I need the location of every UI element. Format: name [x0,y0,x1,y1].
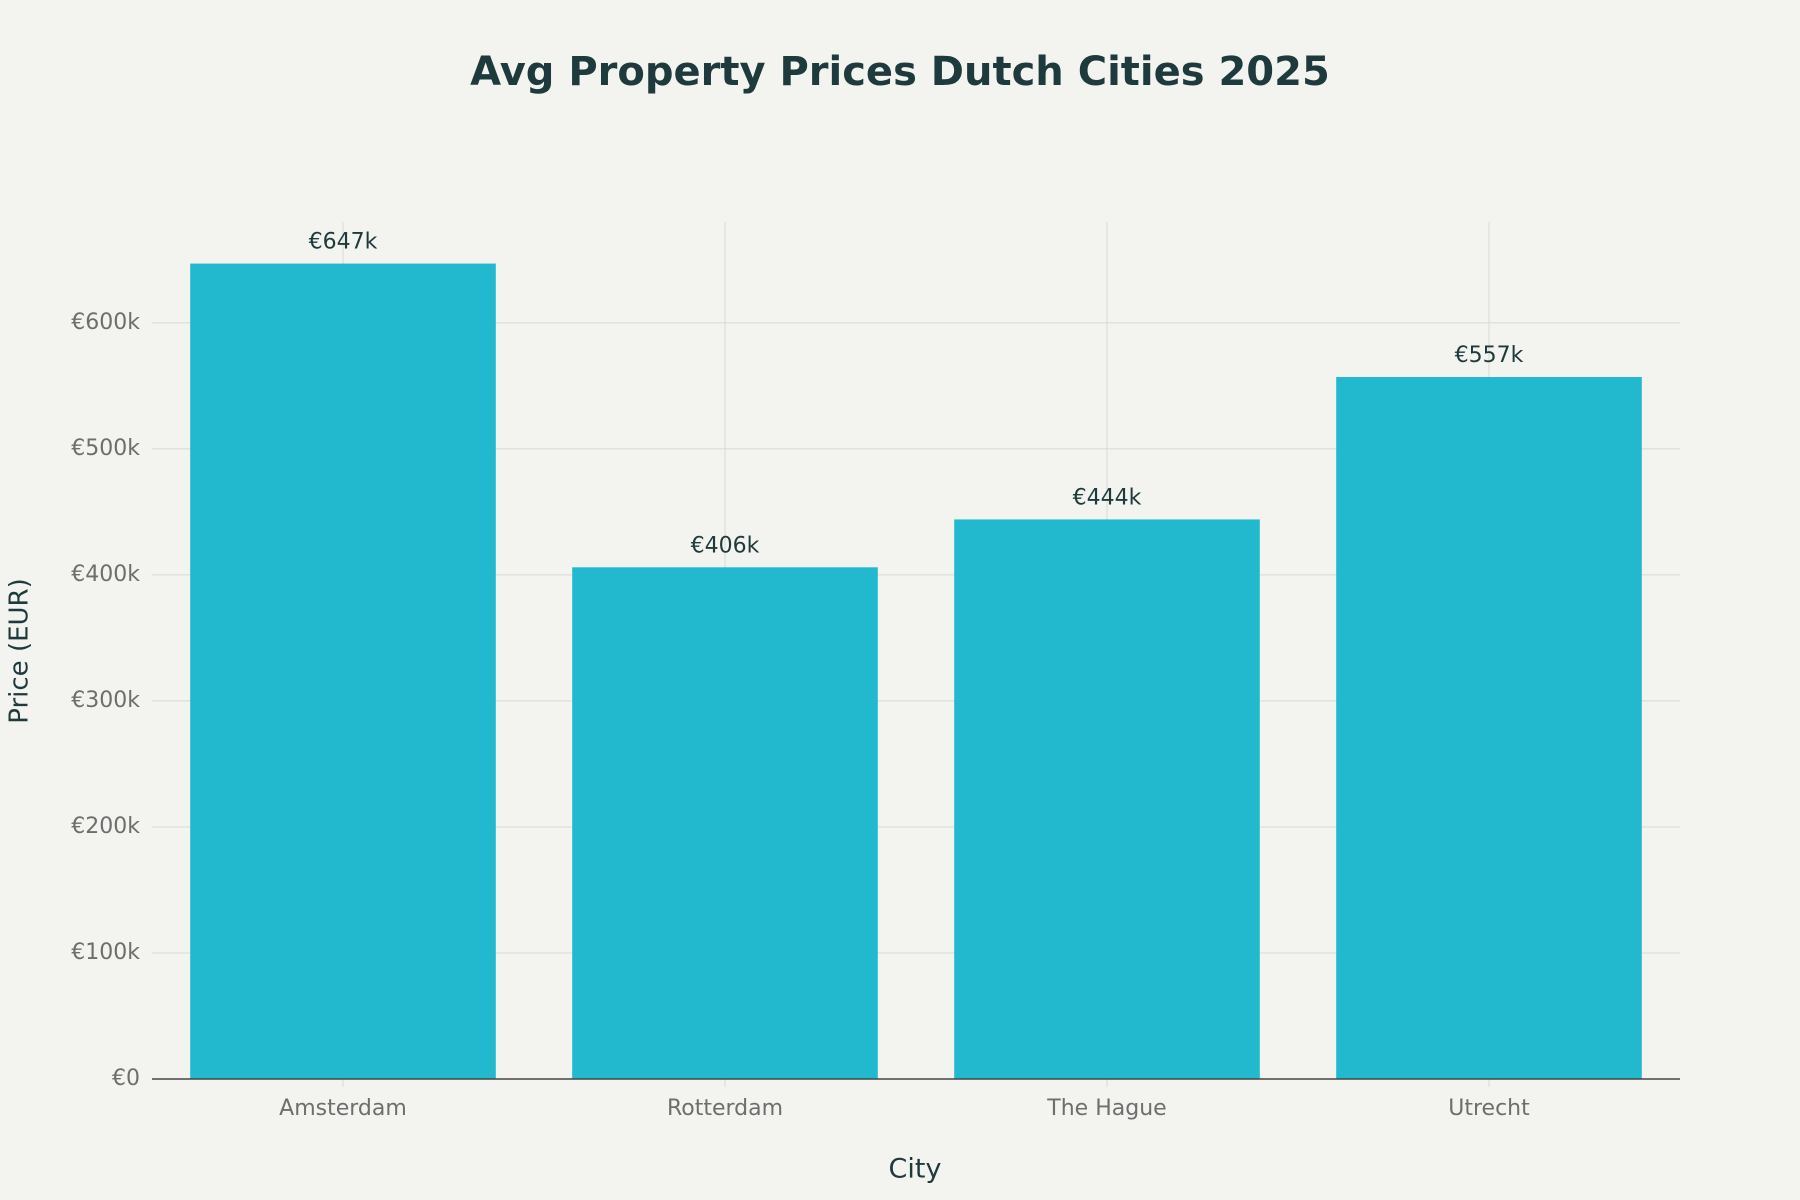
x-tick-label: Rotterdam [667,1096,783,1121]
value-label: €406k [691,533,760,558]
value-label: €444k [1073,485,1142,510]
value-label: €557k [1455,343,1524,368]
y-tick-label: €0 [112,1066,140,1091]
x-axis-title: City [889,1154,942,1185]
value-label: €647k [309,230,378,255]
bar [572,567,878,1079]
bar [1336,377,1642,1079]
chart-title: Avg Property Prices Dutch Cities 2025 [470,49,1330,95]
y-tick-label: €600k [71,310,140,335]
bar [954,519,1260,1079]
x-tick-label: Amsterdam [279,1096,407,1121]
y-tick-label: €100k [71,940,140,965]
x-tick-label: Utrecht [1448,1096,1530,1121]
y-tick-label: €200k [71,814,140,839]
y-tick-label: €300k [71,688,140,713]
y-tick-label: €400k [71,562,140,587]
x-tick-label: The Hague [1046,1096,1166,1121]
y-axis-title: Price (EUR) [5,578,35,724]
bar [190,263,496,1079]
y-tick-label: €500k [71,436,140,461]
